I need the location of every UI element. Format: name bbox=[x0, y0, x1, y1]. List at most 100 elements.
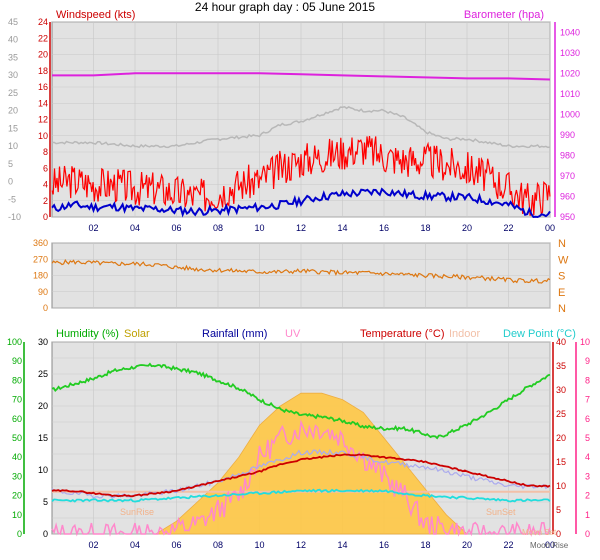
wind-tick-label: 0 bbox=[43, 212, 48, 222]
uv-tick-label: 3 bbox=[585, 471, 590, 481]
barometer-tick-label: 1000 bbox=[560, 109, 580, 119]
temperature-tick-label: -5 bbox=[8, 194, 16, 204]
uv-tick-label: 7 bbox=[585, 395, 590, 405]
barometer-tick-label: 950 bbox=[560, 212, 575, 222]
dewpoint-title: Dew Point (°C) bbox=[503, 328, 576, 340]
solar-tick-label: 20 bbox=[38, 401, 48, 411]
climate-x-tick-label: 14 bbox=[337, 540, 347, 550]
humidity-tick-label: 20 bbox=[12, 491, 22, 501]
wind-x-tick-label: 02 bbox=[88, 223, 98, 233]
direction-tick-label: 0 bbox=[43, 303, 48, 313]
wind-tick-label: 14 bbox=[38, 98, 48, 108]
wind-tick-label: 12 bbox=[38, 115, 48, 125]
compass-label: N bbox=[558, 303, 566, 315]
wind-title: Windspeed (kts) bbox=[56, 9, 135, 21]
barometer-tick-label: 1040 bbox=[560, 27, 580, 37]
temperature-series bbox=[51, 453, 551, 498]
wind-tick-label: 10 bbox=[38, 131, 48, 141]
compass-label: W bbox=[558, 254, 569, 266]
uv-tick-label: 1 bbox=[585, 510, 590, 520]
dewpoint-series bbox=[51, 488, 551, 503]
humidity-tick-label: 100 bbox=[7, 337, 22, 347]
temperature-tick-label: 20 bbox=[556, 433, 566, 443]
climate-x-tick-label: 08 bbox=[213, 540, 223, 550]
barometer-tick-label: 980 bbox=[560, 150, 575, 160]
uv-tick-label: 2 bbox=[585, 491, 590, 501]
temperature-tick-label: 15 bbox=[8, 123, 18, 133]
climate-x-tick-label: 04 bbox=[130, 540, 140, 550]
sunrise-label: SunRise bbox=[120, 507, 154, 517]
wind-x-tick-label: 00 bbox=[545, 223, 555, 233]
solar-area bbox=[154, 392, 469, 535]
temperature-tick-label: 10 bbox=[8, 141, 18, 151]
temperature-tick-label: 5 bbox=[556, 505, 561, 515]
indoor-title: Indoor bbox=[449, 328, 481, 340]
barometer-series bbox=[52, 72, 551, 81]
humidity-tick-label: 0 bbox=[17, 529, 22, 539]
wind-tick-label: 24 bbox=[38, 17, 48, 27]
direction-tick-label: 270 bbox=[33, 254, 48, 264]
wind-avg-series bbox=[51, 187, 551, 219]
moonrise-label: Moon Rise bbox=[530, 541, 569, 550]
wind-x-tick-label: 14 bbox=[337, 223, 347, 233]
temperature-tick-label: 25 bbox=[556, 409, 566, 419]
compass-label: E bbox=[558, 287, 565, 299]
wind-x-tick-label: 12 bbox=[296, 223, 306, 233]
wind-x-tick-label: 22 bbox=[503, 223, 513, 233]
temperature-tick-label: 40 bbox=[8, 35, 18, 45]
direction-tick-label: 90 bbox=[38, 287, 48, 297]
humidity-series bbox=[51, 362, 551, 440]
temperature-tick-label: 15 bbox=[556, 457, 566, 467]
temperature-tick-label: 30 bbox=[556, 385, 566, 395]
barometer-tick-label: 990 bbox=[560, 130, 575, 140]
humidity-tick-label: 60 bbox=[12, 414, 22, 424]
solar-tick-label: 25 bbox=[38, 369, 48, 379]
solar-tick-label: 5 bbox=[43, 497, 48, 507]
direction-tick-label: 360 bbox=[33, 238, 48, 248]
temperature-tick-label: 35 bbox=[8, 52, 18, 62]
uv-tick-label: 0 bbox=[585, 529, 590, 539]
temperature-tick-label: 0 bbox=[556, 529, 561, 539]
temperature-tick-label: 40 bbox=[556, 337, 566, 347]
climate-x-tick-label: 16 bbox=[379, 540, 389, 550]
wind-tick-label: 16 bbox=[38, 82, 48, 92]
wind-x-tick-label: 08 bbox=[213, 223, 223, 233]
barometer-tick-label: 970 bbox=[560, 171, 575, 181]
wind-tick-label: 2 bbox=[43, 196, 48, 206]
climate-x-tick-label: 02 bbox=[88, 540, 98, 550]
humidity-tick-label: 70 bbox=[12, 395, 22, 405]
wind-tick-label: 22 bbox=[38, 33, 48, 43]
direction-tick-label: 180 bbox=[33, 271, 48, 281]
uv-title: UV bbox=[285, 328, 301, 340]
temperature-gray-series bbox=[51, 106, 551, 149]
humidity-tick-label: 80 bbox=[12, 375, 22, 385]
humidity-tick-label: 50 bbox=[12, 433, 22, 443]
temperature-tick-label: 0 bbox=[8, 177, 13, 187]
climate-x-tick-label: 20 bbox=[462, 540, 472, 550]
climate-x-tick-label: 06 bbox=[171, 540, 181, 550]
barometer-tick-label: 1020 bbox=[560, 68, 580, 78]
compass-label: S bbox=[558, 271, 565, 283]
humidity-tick-label: 90 bbox=[12, 356, 22, 366]
barometer-tick-label: 960 bbox=[560, 191, 575, 201]
wind-tick-label: 20 bbox=[38, 50, 48, 60]
temperature-tick-label: 35 bbox=[556, 361, 566, 371]
moonset-label: Moon Set bbox=[522, 528, 557, 537]
wind-x-tick-label: 06 bbox=[171, 223, 181, 233]
temperature-tick-label: 5 bbox=[8, 159, 13, 169]
temperature-tick-label: 30 bbox=[8, 70, 18, 80]
uv-series bbox=[51, 419, 551, 537]
uv-tick-label: 4 bbox=[585, 452, 590, 462]
humidity-tick-label: 40 bbox=[12, 452, 22, 462]
barometer-title: Barometer (hpa) bbox=[464, 9, 544, 21]
uv-tick-label: 9 bbox=[585, 356, 590, 366]
temperature-tick-label: 25 bbox=[8, 88, 18, 98]
climate-x-tick-label: 10 bbox=[254, 540, 264, 550]
wind-direction-series bbox=[51, 259, 551, 284]
humidity-title: Humidity (%) bbox=[56, 328, 119, 340]
solar-tick-label: 10 bbox=[38, 465, 48, 475]
barometer-tick-label: 1030 bbox=[560, 48, 580, 58]
solar-title: Solar bbox=[124, 328, 150, 340]
